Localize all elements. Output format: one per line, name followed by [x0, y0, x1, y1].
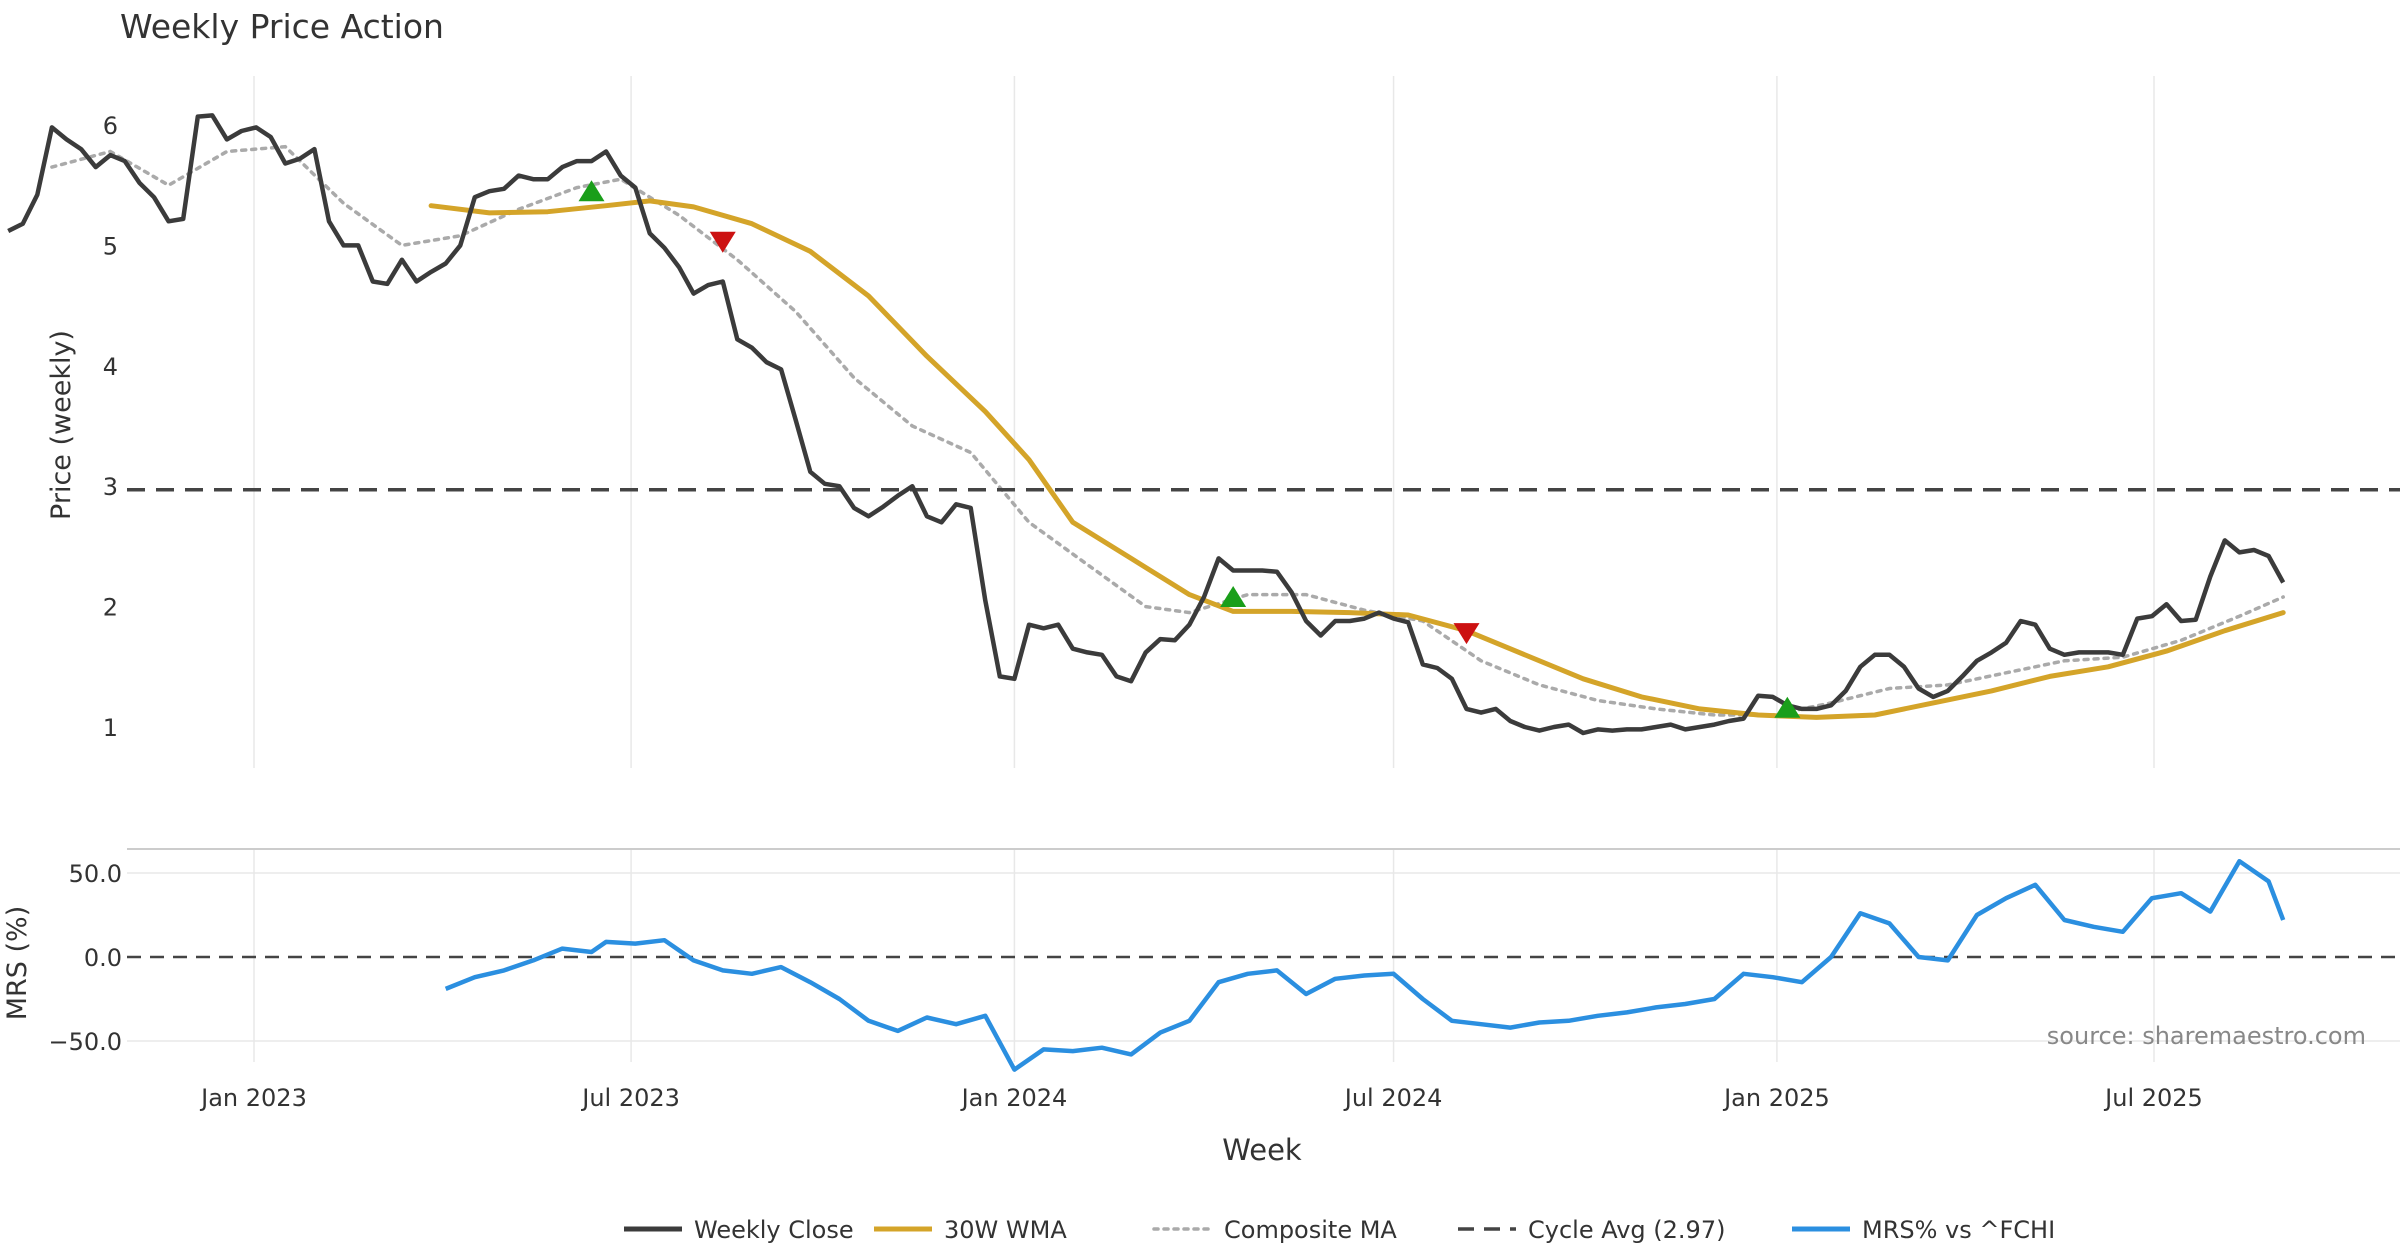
legend: Weekly Close 30W WMA Composite MA Cycle Avg… [624, 1216, 2055, 1244]
legend-item: MRS% vs ^FCHI [1792, 1216, 2055, 1244]
mrs-y-axis-label: MRS (%) [2, 906, 33, 1021]
legend-label: Weekly Close [694, 1216, 854, 1244]
x-tick-label: Jul 2023 [580, 1084, 680, 1112]
price-y-tick-label: 5 [103, 232, 118, 260]
signal-markers [578, 180, 1801, 718]
legend-label: Composite MA [1224, 1216, 1397, 1244]
x-tick-label: Jan 2023 [199, 1084, 307, 1112]
buy-signal-marker [578, 180, 605, 202]
price-y-tick-label: 3 [103, 473, 118, 501]
sell-signal-marker [1453, 623, 1480, 645]
weekly-close-line [7, 113, 2286, 736]
price-series [7, 113, 2400, 736]
legend-item: Weekly Close [624, 1216, 854, 1244]
mrs-panel: 50.0 0.0 −50.0 MRS (%) source: sharemaestr… [2, 848, 2400, 1072]
price-y-tick-label: 4 [103, 353, 118, 381]
legend-label: 30W WMA [944, 1216, 1067, 1244]
mrs-grid [127, 850, 2400, 1062]
mrs-y-tick-label: −50.0 [48, 1028, 122, 1056]
buy-signal-marker [1774, 696, 1801, 718]
wma-30w-line [428, 198, 2286, 720]
legend-item: 30W WMA [874, 1216, 1067, 1244]
price-y-tick-label: 2 [103, 594, 118, 622]
mrs-y-tick-label: 50.0 [69, 860, 122, 888]
legend-item: Composite MA [1152, 1216, 1397, 1244]
legend-item: Cycle Avg (2.97) [1458, 1216, 1725, 1244]
x-tick-label: Jul 2024 [1343, 1084, 1443, 1112]
x-tick-label: Jul 2025 [2103, 1084, 2203, 1112]
price-y-tick-label: 6 [103, 112, 118, 140]
mrs-y-tick-label: 0.0 [84, 944, 122, 972]
x-tick-label: Jan 2024 [960, 1084, 1068, 1112]
price-y-ticks: 1 2 3 4 5 6 [103, 112, 118, 742]
price-panel: 1 2 3 4 5 6 Weekly Price Action Price (weekly… [7, 7, 2400, 768]
source-label: source: sharemaestro.com [2047, 1022, 2366, 1050]
legend-label: Cycle Avg (2.97) [1528, 1216, 1725, 1244]
legend-label: MRS% vs ^FCHI [1862, 1216, 2055, 1244]
x-axis-ticks: Jan 2023 Jul 2023 Jan 2024 Jul 2024 Jan 2025… [199, 1084, 2203, 1112]
x-tick-label: Jan 2025 [1722, 1084, 1830, 1112]
x-axis-label: Week [1222, 1133, 1302, 1167]
mrs-line [444, 858, 2286, 1072]
mrs-y-ticks: 50.0 0.0 −50.0 [48, 860, 122, 1056]
mrs-series [127, 858, 2400, 1072]
buy-signal-marker [1220, 585, 1247, 607]
chart-title: Weekly Price Action [120, 7, 444, 46]
sell-signal-marker [709, 231, 736, 253]
price-y-tick-label: 1 [103, 714, 118, 742]
price-y-axis-label: Price (weekly) [46, 330, 77, 520]
